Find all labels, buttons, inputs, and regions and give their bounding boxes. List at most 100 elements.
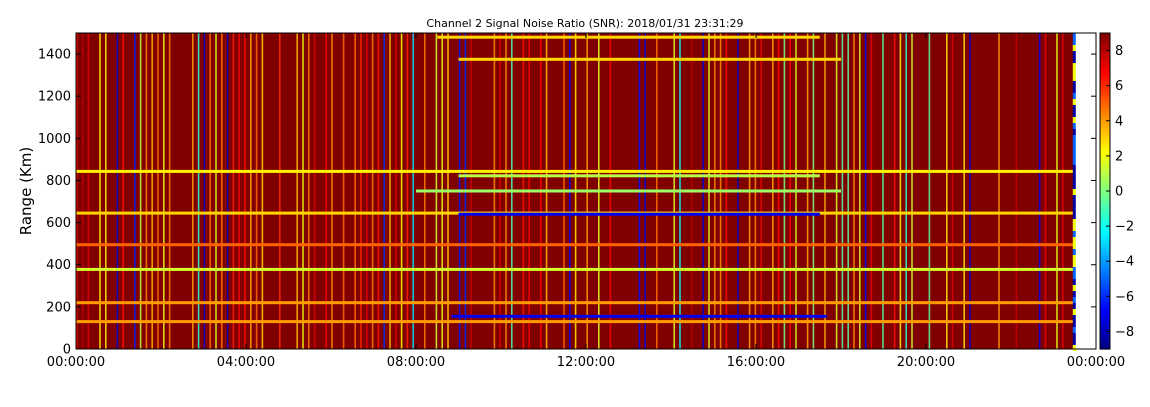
heatmap-edge-cell [1072,303,1077,309]
heatmap-column [325,33,327,349]
heatmap-edge-cell [1072,75,1077,81]
heatmap-column [134,33,136,349]
colorbar-segment [1100,140,1110,145]
heatmap-column [888,33,890,349]
colorbar-segment [1100,306,1110,311]
colorbar-tick-label: −4 [1115,255,1134,270]
heatmap-column [244,33,246,349]
colorbar-segment [1100,130,1110,134]
colorbar-segment [1100,198,1110,203]
colorbar-segment [1100,248,1110,253]
heatmap-column [951,33,954,349]
heatmap-column [922,33,925,349]
heatmap-column [1044,33,1047,349]
heatmap-column [180,33,182,349]
colorbar-segment [1100,127,1110,132]
colorbar-segment [1100,40,1110,45]
colorbar-segment [1100,43,1110,47]
colorbar-segment [1100,280,1110,284]
heatmap-edge-cell [1072,51,1077,57]
heatmap-edge-cell [1072,285,1077,291]
x-tick-label: 08:00:00 [387,355,445,370]
heatmap-column [232,33,235,349]
heatmap-column [261,33,264,349]
colorbar-segment [1100,301,1110,305]
heatmap-band [416,189,841,193]
colorbar-segment [1100,243,1110,247]
y-tick-label: 1400 [38,48,71,63]
colorbar-segment [1100,264,1110,268]
chart-title: Channel 2 Signal Noise Ratio (SNR): 2018… [426,17,743,30]
heatmap-edge-cell [1072,147,1077,153]
colorbar-segment [1100,143,1110,147]
heatmap-column [859,33,861,349]
colorbar-segment [1100,225,1110,229]
heatmap-column [389,33,391,349]
colorbar-segment [1100,196,1110,200]
heatmap-column [940,33,942,349]
heatmap-column [116,33,119,349]
heatmap-edge-cell [1072,291,1077,297]
heatmap-column [412,33,414,349]
heatmap-column [1038,33,1041,349]
x-axis: 00:00:00 04:00:00 08:00:00 12:00:00 16:00:00… [47,33,1125,370]
colorbar-segment [1100,283,1110,287]
colorbar-tick-label: 6 [1115,79,1123,94]
heatmap-column [99,33,101,349]
colorbar-segment [1100,172,1110,176]
heatmap-column [400,33,403,349]
heatmap-edge-cell [1072,219,1077,225]
colorbar-segment [1100,259,1110,263]
colorbar-segment [1100,322,1110,326]
colorbar-segment [1100,162,1110,166]
colorbar-segment [1100,109,1110,113]
heatmap-column [192,33,194,349]
heatmap-column [899,33,902,349]
colorbar-segment [1100,59,1110,63]
heatmap-column [290,33,293,349]
colorbar-segment [1100,330,1110,334]
colorbar-tick-label: 8 [1115,44,1123,59]
colorbar-segment [1100,148,1110,153]
heatmap-column [928,33,931,349]
heatmap-column [934,33,936,349]
colorbar-segment [1100,285,1110,290]
x-tick-label: 20:00:00 [897,355,955,370]
heatmap-column [273,33,275,349]
colorbar-segment [1100,146,1110,150]
colorbar-segment [1100,85,1110,89]
heatmap-band [76,320,1076,324]
colorbar-segment [1100,54,1110,58]
colorbar-segment [1100,204,1110,208]
colorbar-segment [1100,206,1110,211]
colorbar-segment [1100,219,1110,224]
heatmap-edge-cell [1072,225,1077,231]
x-tick-label: 00:00:00 [47,355,105,370]
heatmap-column [209,33,211,349]
heatmap-edge-cell [1072,207,1077,213]
heatmap-column [1004,33,1006,349]
heatmap-edge-cell [1072,267,1077,273]
heatmap-column [284,33,287,349]
heatmap-column [174,33,177,349]
heatmap-column [128,33,130,349]
heatmap-column [81,33,84,349]
colorbar-segment [1100,138,1110,142]
heatmap-column [308,33,310,349]
heatmap-column [986,33,989,349]
heatmap-edge-cell [1072,117,1077,123]
colorbar-segment [1100,251,1110,255]
colorbar-segment [1100,106,1110,110]
heatmap-column [76,33,78,349]
heatmap-column [975,33,977,349]
colorbar-segment [1100,48,1110,53]
heatmap-column [93,33,95,349]
heatmap-edge-cell [1072,63,1077,69]
heatmap-column [998,33,1000,349]
heatmap-column [279,33,281,349]
y-tick-label: 600 [46,216,71,231]
colorbar-segment [1100,104,1110,108]
y-tick-label: 400 [46,258,71,273]
heatmap-band [437,35,820,39]
heatmap-band [76,243,1076,247]
